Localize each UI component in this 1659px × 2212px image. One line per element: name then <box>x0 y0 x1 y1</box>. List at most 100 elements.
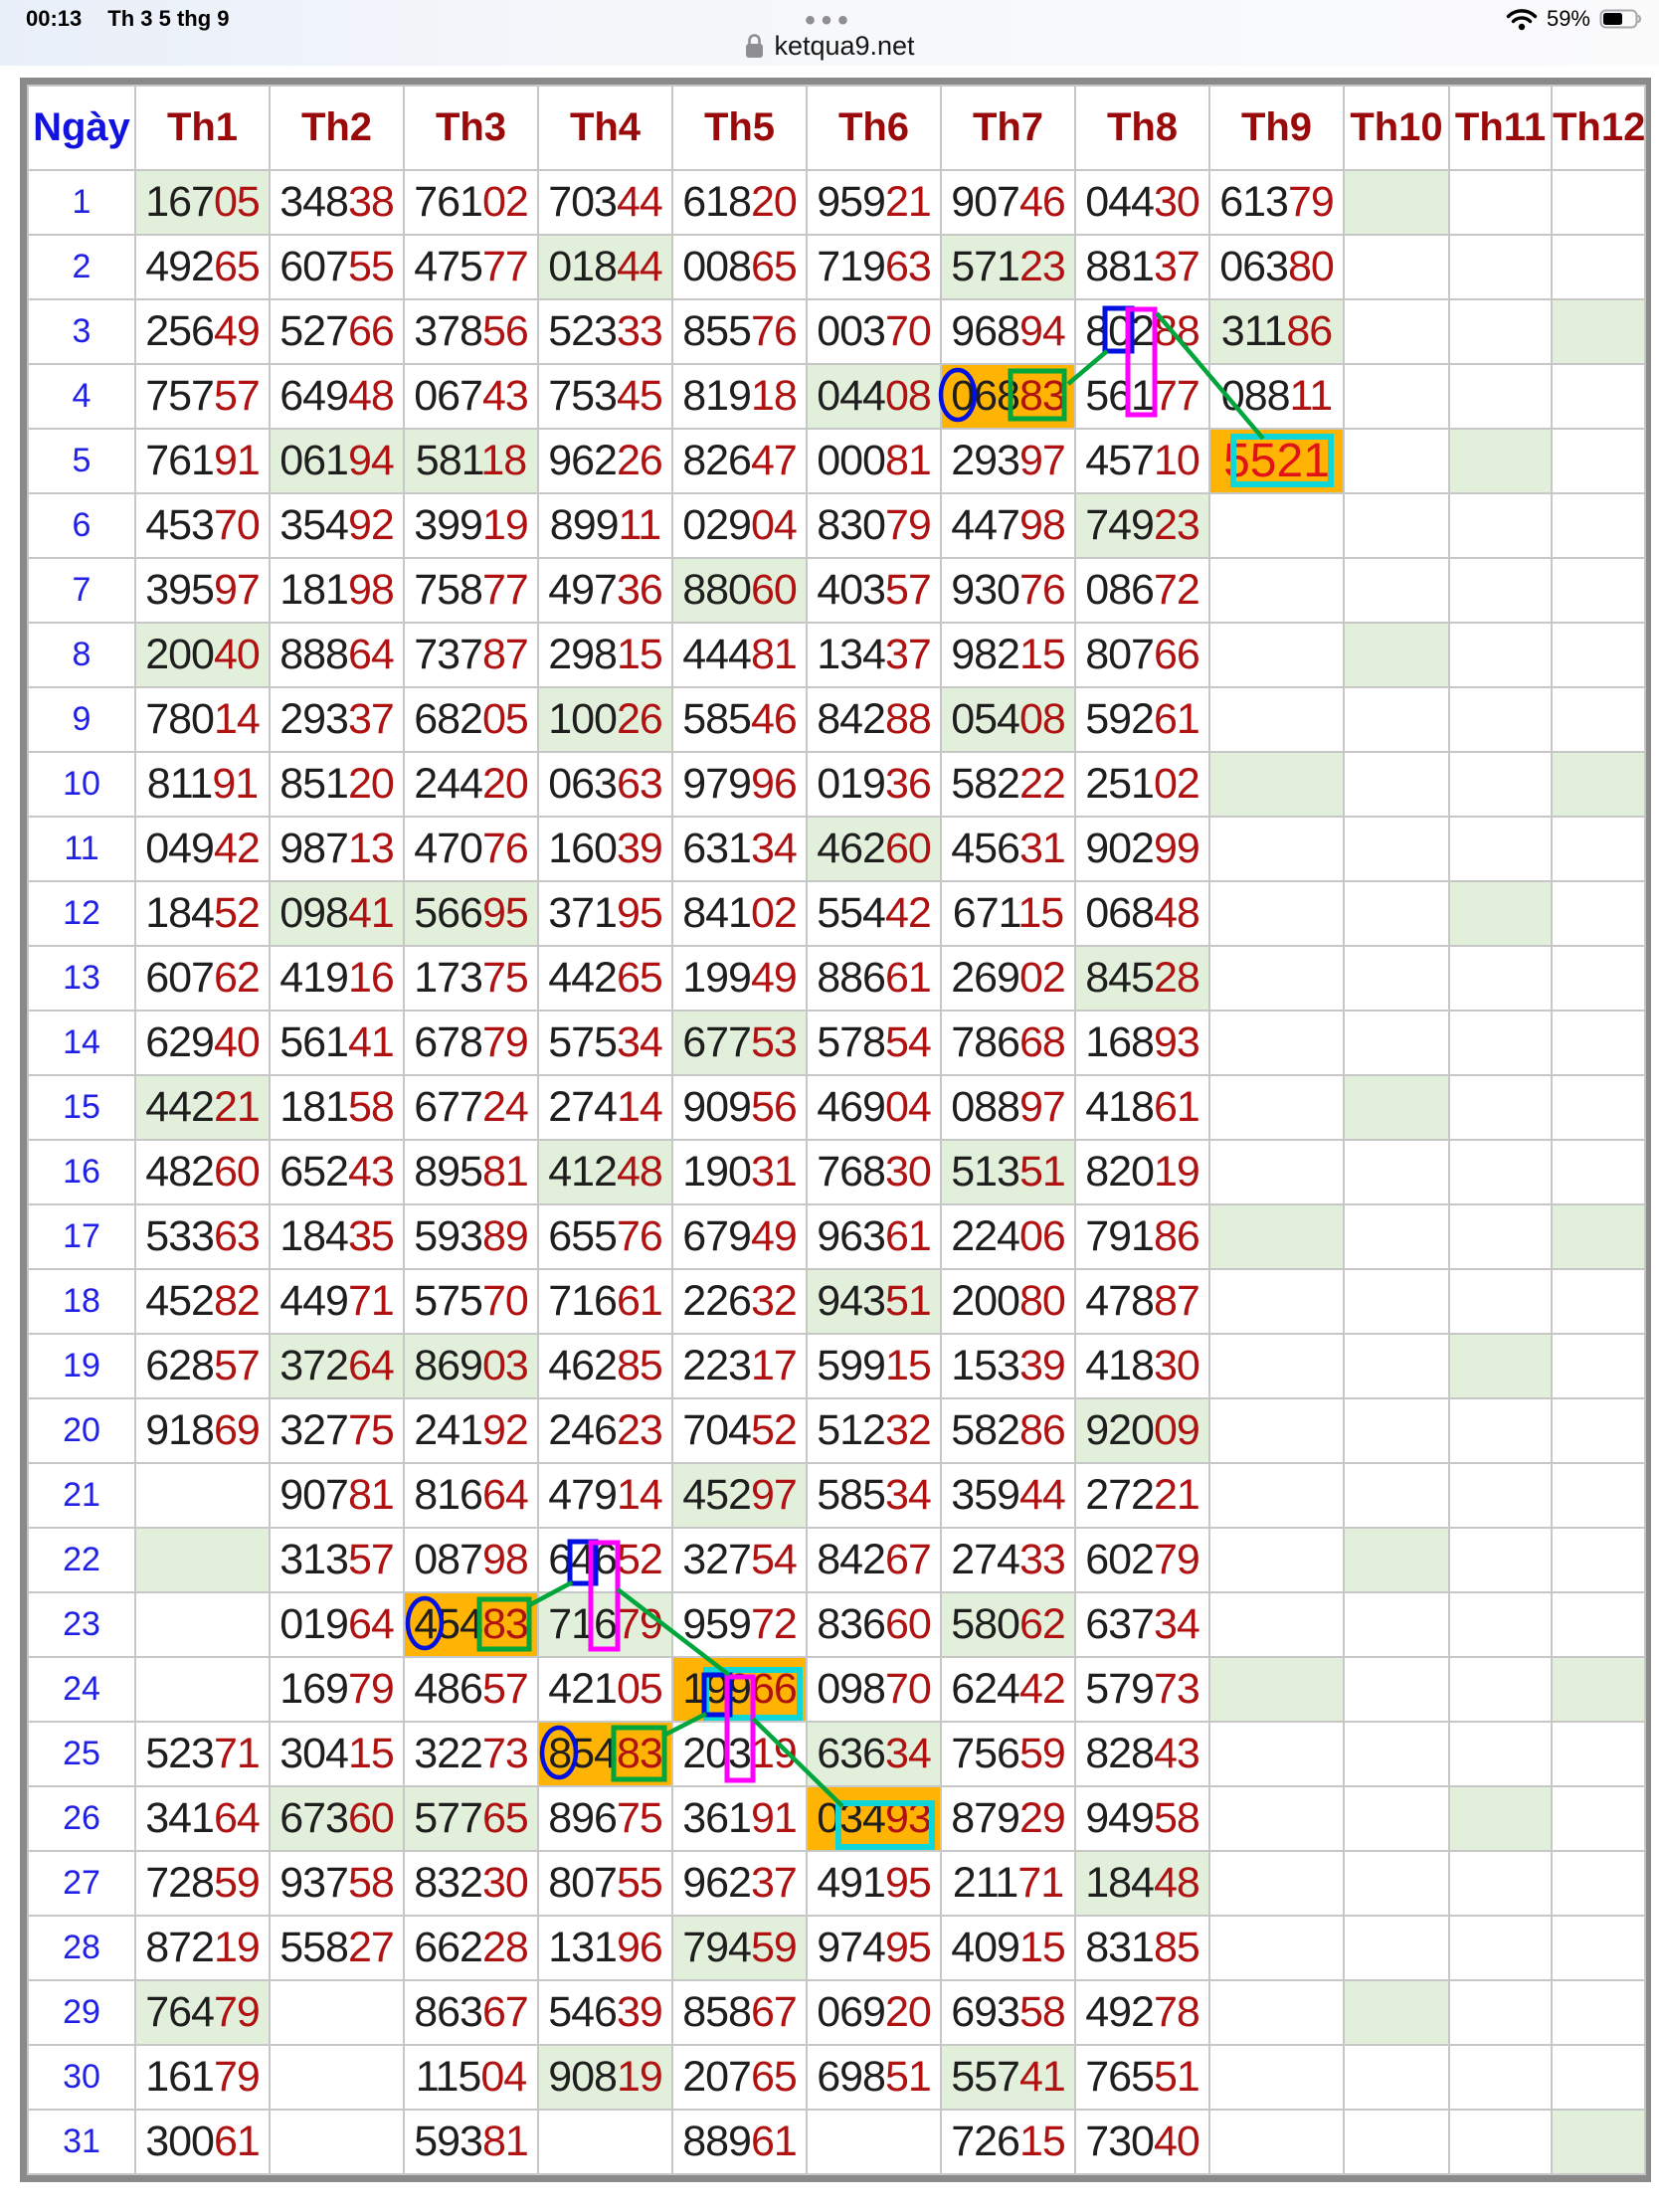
result-cell: 06380 <box>1208 234 1345 300</box>
result-cell: 71661 <box>537 1268 673 1335</box>
empty-cell <box>1448 1850 1553 1917</box>
result-cell: 89581 <box>403 1139 539 1205</box>
result-cell: 60762 <box>134 945 271 1012</box>
result-cell: 36191 <box>671 1785 808 1852</box>
result-cell: 57973 <box>1074 1656 1210 1723</box>
result-cell: 65243 <box>269 1139 405 1205</box>
result-cell: 64948 <box>269 363 405 430</box>
result-cell: 81918 <box>671 363 808 430</box>
address-bar[interactable]: ketqua9.net <box>0 26 1659 66</box>
result-cell: 93758 <box>269 1850 405 1917</box>
table-row: 1 16705 34838 76102 70344 61820 95921 90746 0443… <box>27 169 1646 236</box>
empty-cell <box>1448 622 1553 688</box>
result-cell: 41248 <box>537 1139 673 1205</box>
result-cell: 76830 <box>806 1139 942 1205</box>
result-cell: 86903 <box>403 1333 539 1399</box>
result-cell: 19031 <box>671 1139 808 1205</box>
empty-cell <box>1343 1139 1450 1205</box>
empty-cell <box>1343 1074 1450 1141</box>
result-cell: 16179 <box>134 2044 271 2111</box>
empty-cell <box>1208 1397 1345 1464</box>
column-header-th7: Th7 <box>940 85 1076 171</box>
day-cell: 26 <box>27 1785 136 1852</box>
result-cell: 42105 <box>537 1656 673 1723</box>
result-cell: 74923 <box>1074 492 1210 559</box>
result-cell: 49278 <box>1074 1979 1210 2046</box>
multitask-dots-icon: ••• <box>805 4 854 37</box>
empty-cell <box>1448 1721 1553 1787</box>
day-cell: 15 <box>27 1074 136 1141</box>
result-cell: 13196 <box>537 1915 673 1981</box>
result-cell: 88961 <box>671 2109 808 2175</box>
result-cell: 63134 <box>671 816 808 882</box>
result-cell: 78668 <box>940 1010 1076 1076</box>
status-bar: 00:13 Th 3 5 thg 9 ••• 59% ketqua9.net <box>0 0 1659 66</box>
empty-cell <box>1343 234 1450 300</box>
result-cell: 75757 <box>134 363 271 430</box>
result-cell: 08811 <box>1208 363 1345 430</box>
result-cell: 41861 <box>1074 1074 1210 1141</box>
empty-cell <box>1343 1785 1450 1852</box>
table-row: 15 44221 18158 67724 27414 90956 46904 08897 418… <box>27 1074 1646 1141</box>
empty-cell <box>1208 1268 1345 1335</box>
empty-cell <box>1551 686 1646 753</box>
result-cell: 76479 <box>134 1979 271 2046</box>
battery-percent: 59% <box>1546 6 1590 31</box>
result-cell: 90781 <box>269 1462 405 1529</box>
result-cell: 30061 <box>134 2109 271 2175</box>
empty-cell <box>1551 1010 1646 1076</box>
empty-cell <box>1551 298 1646 365</box>
result-cell: 44798 <box>940 492 1076 559</box>
empty-cell <box>1551 363 1646 430</box>
result-cell: 27414 <box>537 1074 673 1141</box>
result-cell: 67753 <box>671 1010 808 1076</box>
day-cell: 21 <box>27 1462 136 1529</box>
column-header-th5: Th5 <box>671 85 808 171</box>
empty-cell <box>1448 1656 1553 1723</box>
empty-cell <box>1551 1203 1646 1270</box>
result-cell: 58546 <box>671 686 808 753</box>
day-cell: 10 <box>27 751 136 818</box>
empty-cell <box>1551 622 1646 688</box>
result-cell: 05408 <box>940 686 1076 753</box>
empty-cell <box>1448 1010 1553 1076</box>
empty-cell <box>1343 298 1450 365</box>
url-text: ketqua9.net <box>774 30 915 61</box>
result-cell: 96237 <box>671 1850 808 1917</box>
column-header-th9: Th9 <box>1208 85 1345 171</box>
empty-cell <box>1208 1785 1345 1852</box>
empty-cell <box>1208 1462 1345 1529</box>
result-cell: 40915 <box>940 1915 1076 1981</box>
result-cell: 47914 <box>537 1462 673 1529</box>
day-cell: 4 <box>27 363 136 430</box>
empty-cell <box>1343 622 1450 688</box>
empty-cell <box>1551 1462 1646 1529</box>
table-row: 10 81191 85120 24420 06363 97996 01936 58222 251… <box>27 751 1646 818</box>
result-cell: 55741 <box>940 2044 1076 2111</box>
empty-cell <box>1551 1397 1646 1464</box>
column-header-th3: Th3 <box>403 85 539 171</box>
result-cell: 75877 <box>403 557 539 624</box>
empty-cell <box>1551 816 1646 882</box>
empty-cell <box>1551 945 1646 1012</box>
result-cell: 84267 <box>806 1527 942 1593</box>
empty-cell <box>1343 1591 1450 1658</box>
empty-cell <box>1448 2044 1553 2111</box>
table-row: 3 25649 52766 37856 52333 85576 00370 96894 8028… <box>27 298 1646 365</box>
empty-cell <box>134 1656 271 1723</box>
column-header-th10: Th10 <box>1343 85 1450 171</box>
result-cell: 17375 <box>403 945 539 1012</box>
result-cell: 41916 <box>269 945 405 1012</box>
result-cell: 71963 <box>806 234 942 300</box>
result-cell: 39919 <box>403 492 539 559</box>
result-cell: 52766 <box>269 298 405 365</box>
empty-cell <box>1448 1139 1553 1205</box>
result-cell: 68205 <box>403 686 539 753</box>
result-cell: 71679 <box>537 1591 673 1658</box>
status-right: 59% <box>1506 6 1643 32</box>
result-cell: 06920 <box>806 1979 942 2046</box>
result-cell: 84102 <box>671 880 808 947</box>
result-cell: 56141 <box>269 1010 405 1076</box>
empty-cell <box>269 2109 405 2175</box>
empty-cell <box>1343 1527 1450 1593</box>
